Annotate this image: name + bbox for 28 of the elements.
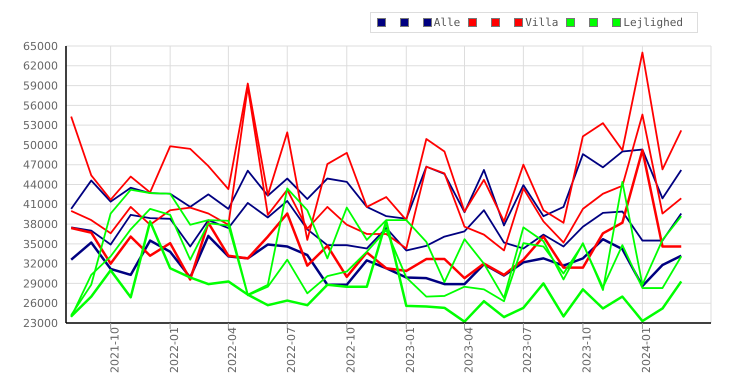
- y-tick-label: 59000: [23, 79, 58, 92]
- y-tick-label: 26000: [23, 297, 58, 310]
- legend-label: Lejlighed: [623, 16, 683, 29]
- legend-label: Alle: [434, 16, 460, 29]
- y-tick-label: 53000: [23, 119, 58, 132]
- y-tick-label: 23000: [23, 316, 58, 330]
- x-tick-label: 2022-10: [344, 327, 358, 373]
- x-tick-label: 2021-10: [108, 327, 122, 373]
- y-tick-label: 35000: [23, 238, 58, 251]
- x-tick-label: 2022-07: [285, 327, 298, 373]
- y-tick-label: 56000: [23, 99, 58, 112]
- y-tick-label: 47000: [23, 158, 58, 172]
- x-tick-label: 2022-01: [168, 327, 181, 373]
- x-tick-label: 2023-10: [580, 327, 594, 373]
- y-tick-label: 29000: [23, 277, 58, 290]
- y-tick-label: 50000: [23, 138, 58, 152]
- y-tick-label: 38000: [23, 218, 58, 231]
- x-tick-label: 2023-07: [521, 327, 534, 373]
- y-tick-label: 32000: [23, 258, 58, 271]
- legend-label: Villa: [525, 16, 558, 29]
- y-tick-label: 41000: [23, 198, 58, 212]
- y-tick-label: 62000: [23, 60, 58, 73]
- y-tick-label: 44000: [23, 178, 58, 192]
- x-tick-label: 2023-01: [404, 327, 418, 373]
- x-tick-label: 2023-04: [462, 327, 476, 373]
- x-tick-label: 2022-04: [226, 327, 240, 373]
- x-tick-label: 2024-01: [640, 327, 654, 373]
- y-tick-label: 65000: [23, 40, 58, 53]
